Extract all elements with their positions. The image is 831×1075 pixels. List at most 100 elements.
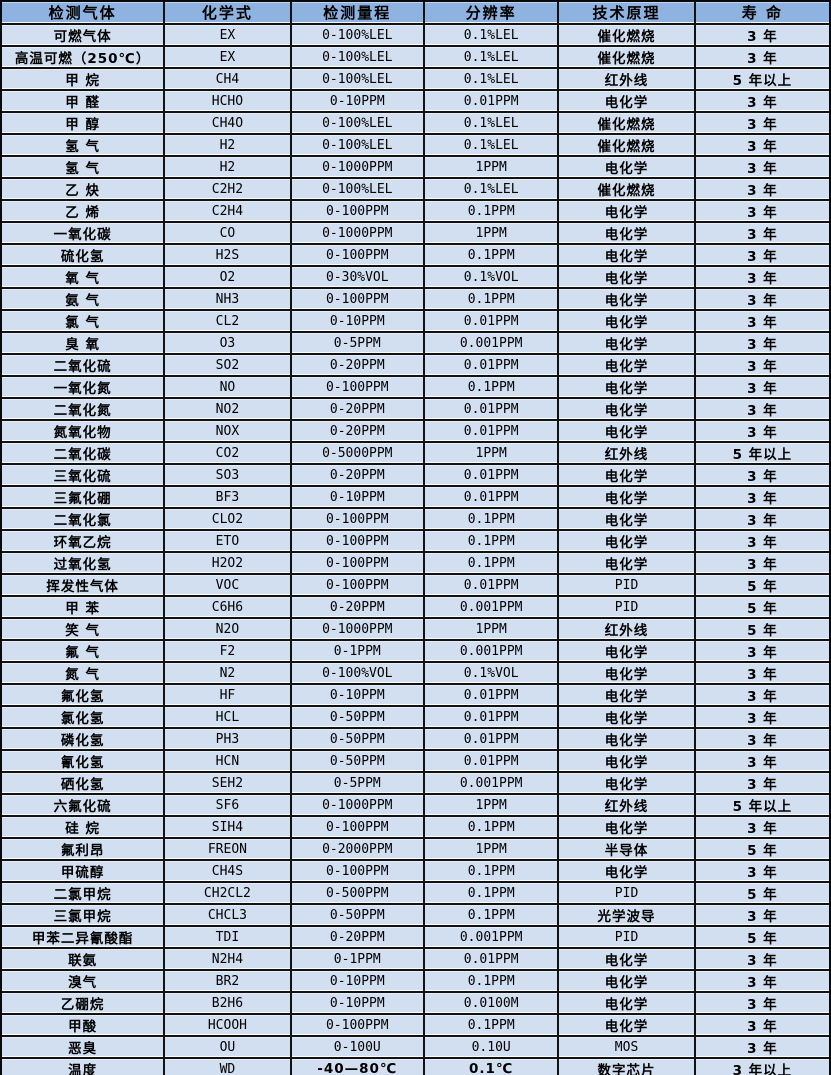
cell-resolution: 0.01PPM (424, 729, 560, 751)
table-row: 一氧化氮 NO 0-100PPM 0.1PPM 电化学 3 年 (2, 377, 829, 399)
cell-resolution: 0.1PPM (424, 971, 560, 993)
cell-formula: SO3 (165, 465, 292, 487)
cell-resolution: 1PPM (424, 443, 560, 465)
cell-principle: 电化学 (559, 817, 696, 839)
cell-lifespan: 3 年 (695, 487, 829, 509)
cell-gas-name: 硅 烷 (2, 817, 166, 839)
cell-gas-name: 氰化氢 (2, 751, 166, 773)
table-row: 氟化氢 HF 0-10PPM 0.01PPM 电化学 3 年 (2, 685, 829, 707)
cell-range: 0-1000PPM (291, 223, 425, 245)
cell-resolution: 0.01PPM (424, 465, 560, 487)
table-row: 挥发性气体 VOC 0-100PPM 0.01PPM PID 5 年 (2, 575, 829, 597)
cell-lifespan: 3 年 (695, 465, 829, 487)
cell-formula: CH2CL2 (165, 883, 292, 905)
cell-range: 0-1000PPM (291, 795, 425, 817)
cell-lifespan: 5 年以上 (695, 69, 829, 91)
cell-formula: H2 (165, 135, 292, 157)
cell-range: 0-10PPM (291, 993, 425, 1015)
cell-formula: OU (165, 1037, 292, 1059)
table-row: 甲酸 HCOOH 0-100PPM 0.1PPM 电化学 3 年 (2, 1015, 829, 1037)
cell-range: 0-100%LEL (291, 113, 425, 135)
cell-gas-name: 挥发性气体 (2, 575, 166, 597)
cell-resolution: 0.1%LEL (424, 25, 560, 47)
cell-range: 0-100PPM (291, 245, 425, 267)
cell-gas-name: 甲酸 (2, 1015, 166, 1037)
cell-range: 0-100%LEL (291, 135, 425, 157)
cell-gas-name: 二氧化氮 (2, 399, 166, 421)
cell-lifespan: 3 年以上 (695, 1059, 829, 1075)
cell-formula: CH4O (165, 113, 292, 135)
cell-lifespan: 3 年 (695, 201, 829, 223)
cell-principle: 电化学 (559, 773, 696, 795)
table-row: 二氧化氮 NO2 0-20PPM 0.01PPM 电化学 3 年 (2, 399, 829, 421)
table-row: 甲硫醇 CH4S 0-100PPM 0.1PPM 电化学 3 年 (2, 861, 829, 883)
cell-gas-name: 恶臭 (2, 1037, 166, 1059)
cell-principle: 电化学 (559, 1015, 696, 1037)
cell-principle: 电化学 (559, 91, 696, 113)
cell-gas-name: 一氧化碳 (2, 223, 166, 245)
cell-gas-name: 二氧化氯 (2, 509, 166, 531)
cell-principle: 电化学 (559, 245, 696, 267)
cell-resolution: 0.1PPM (424, 553, 560, 575)
cell-gas-name: 甲 烷 (2, 69, 166, 91)
cell-resolution: 0.1PPM (424, 201, 560, 223)
cell-resolution: 0.01PPM (424, 399, 560, 421)
table-row: 联氨 N2H4 0-1PPM 0.01PPM 电化学 3 年 (2, 949, 829, 971)
cell-lifespan: 3 年 (695, 223, 829, 245)
cell-range: 0-100PPM (291, 553, 425, 575)
cell-formula: SF6 (165, 795, 292, 817)
cell-resolution: 0.1PPM (424, 1015, 560, 1037)
cell-resolution: 0.01PPM (424, 707, 560, 729)
cell-lifespan: 3 年 (695, 179, 829, 201)
cell-range: 0-1PPM (291, 949, 425, 971)
cell-formula: CH4S (165, 861, 292, 883)
cell-gas-name: 乙 烯 (2, 201, 166, 223)
cell-formula: CL2 (165, 311, 292, 333)
cell-formula: H2S (165, 245, 292, 267)
cell-formula: FREON (165, 839, 292, 861)
table-row: 二氧化氯 CLO2 0-100PPM 0.1PPM 电化学 3 年 (2, 509, 829, 531)
cell-formula: NO2 (165, 399, 292, 421)
cell-formula: EX (165, 25, 292, 47)
cell-lifespan: 5 年 (695, 575, 829, 597)
cell-principle: 红外线 (559, 443, 696, 465)
cell-formula: HCN (165, 751, 292, 773)
cell-lifespan: 3 年 (695, 553, 829, 575)
cell-resolution: 0.01PPM (424, 311, 560, 333)
cell-gas-name: 溴气 (2, 971, 166, 993)
table-row: 氮 气 N2 0-100%VOL 0.1%VOL 电化学 3 年 (2, 663, 829, 685)
cell-gas-name: 二氯甲烷 (2, 883, 166, 905)
cell-range: -40—80℃ (291, 1059, 425, 1075)
cell-principle: 电化学 (559, 333, 696, 355)
table-row: 氧 气 O2 0-30%VOL 0.1%VOL 电化学 3 年 (2, 267, 829, 289)
cell-gas-name: 甲 苯 (2, 597, 166, 619)
cell-gas-name: 乙 炔 (2, 179, 166, 201)
cell-resolution: 0.01PPM (424, 575, 560, 597)
cell-gas-name: 氧 气 (2, 267, 166, 289)
cell-range: 0-50PPM (291, 707, 425, 729)
cell-range: 0-100PPM (291, 861, 425, 883)
cell-resolution: 0.1PPM (424, 509, 560, 531)
cell-formula: HCOOH (165, 1015, 292, 1037)
cell-resolution: 0.10U (424, 1037, 560, 1059)
cell-resolution: 0.01PPM (424, 355, 560, 377)
cell-range: 0-10PPM (291, 971, 425, 993)
table-row: 硫化氢 H2S 0-100PPM 0.1PPM 电化学 3 年 (2, 245, 829, 267)
cell-resolution: 0.001PPM (424, 333, 560, 355)
cell-gas-name: 氢 气 (2, 135, 166, 157)
table-row: 氰化氢 HCN 0-50PPM 0.01PPM 电化学 3 年 (2, 751, 829, 773)
table-row: 笑 气 N2O 0-1000PPM 1PPM 红外线 5 年 (2, 619, 829, 641)
cell-lifespan: 3 年 (695, 355, 829, 377)
cell-lifespan: 3 年 (695, 311, 829, 333)
cell-range: 0-5PPM (291, 333, 425, 355)
cell-gas-name: 三氯甲烷 (2, 905, 166, 927)
cell-principle: 催化燃烧 (559, 179, 696, 201)
cell-formula: PH3 (165, 729, 292, 751)
cell-lifespan: 3 年 (695, 333, 829, 355)
column-header-range: 检测量程 (291, 2, 425, 25)
cell-lifespan: 5 年 (695, 927, 829, 949)
cell-resolution: 0.01PPM (424, 949, 560, 971)
cell-gas-name: 甲 醇 (2, 113, 166, 135)
cell-principle: 电化学 (559, 157, 696, 179)
cell-principle: 催化燃烧 (559, 113, 696, 135)
